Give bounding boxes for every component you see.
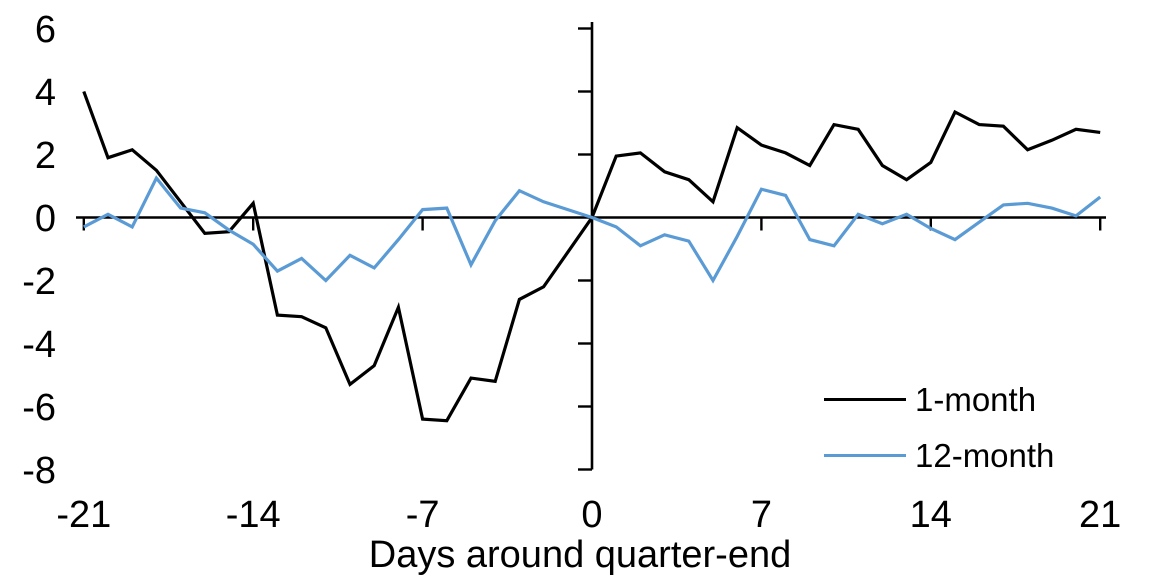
x-tick-label: 7: [751, 494, 772, 536]
x-axis-title: Days around quarter-end: [368, 534, 792, 576]
y-tick-label: -8: [22, 450, 56, 492]
y-tick-label: -4: [22, 324, 56, 366]
x-tick-label: 21: [1079, 494, 1121, 536]
y-tick-label: 6: [35, 9, 56, 51]
x-tick-label: -21: [56, 494, 111, 536]
x-tick-label: -7: [406, 494, 440, 536]
legend-line-swatch-black: [824, 398, 906, 401]
y-tick-label: -6: [22, 387, 56, 429]
legend-line-swatch-blue: [824, 454, 906, 457]
y-tick-label: 2: [35, 135, 56, 177]
x-tick-label: 0: [581, 494, 602, 536]
legend-item-12-month: 12-month: [824, 439, 1054, 472]
legend-label: 12-month: [915, 437, 1055, 474]
series-line-12-month: [83, 175, 1102, 284]
y-tick-label: 0: [35, 198, 56, 240]
x-tick-label: 14: [910, 494, 952, 536]
legend-label: 1-month: [915, 381, 1037, 418]
x-tick-label: -14: [226, 494, 281, 536]
legend-item-1-month: 1-month: [824, 383, 1036, 416]
y-tick-label: -2: [22, 261, 56, 303]
y-tick-label: 4: [35, 72, 56, 114]
